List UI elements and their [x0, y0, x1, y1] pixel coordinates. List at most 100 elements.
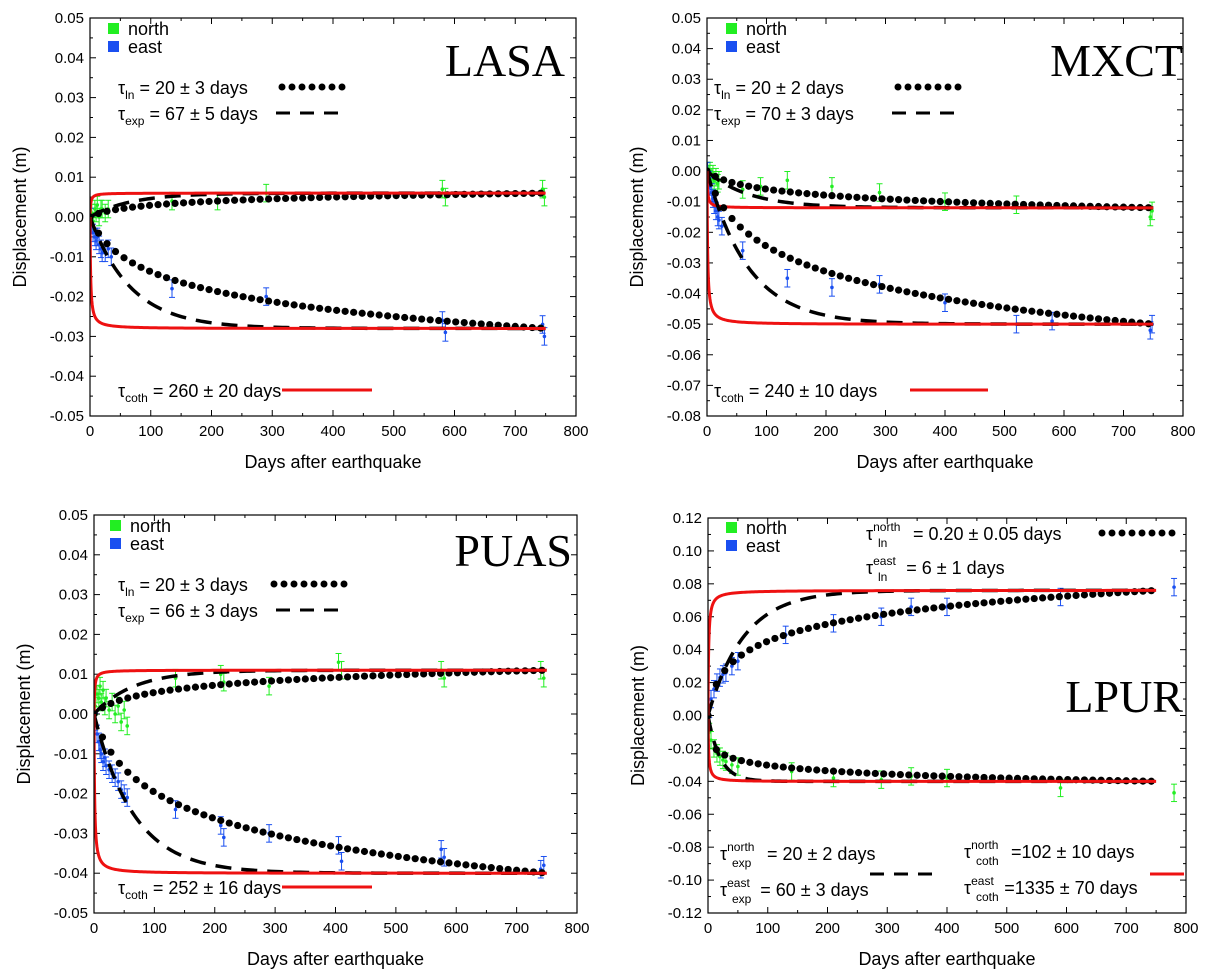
- ln-dot: [342, 308, 349, 315]
- ln-dot: [721, 751, 728, 758]
- ln-dot: [1103, 316, 1110, 323]
- north-legend-label: north: [130, 516, 171, 536]
- ln-dot: [325, 194, 332, 201]
- ln-dot: [299, 194, 306, 201]
- ln-dot: [103, 240, 110, 247]
- panel-mxct: 0 100 200 300 400 500 600 700 800-0.08-0.07-0.06…: [627, 10, 1196, 472]
- ln-dot: [962, 199, 969, 206]
- ln-dot: [248, 196, 255, 203]
- annotation-ln_east-value: = 6 ± 1 days: [906, 558, 1004, 578]
- y-tick-label: 0.03: [672, 71, 701, 88]
- data-point: [104, 764, 108, 768]
- station-label: LPUR: [1065, 671, 1183, 722]
- data-point: [1172, 791, 1176, 795]
- y-tick-label: -0.08: [668, 839, 702, 856]
- data-point: [340, 859, 344, 863]
- ln-legend-dot: [321, 581, 328, 588]
- annotation-coth: τcoth = 240 ± 10 days: [714, 381, 877, 405]
- data-point: [95, 203, 99, 207]
- data-point: [1148, 215, 1152, 219]
- ln-dot: [837, 272, 844, 279]
- annotation-coth-value: = 252 ± 16 days: [148, 878, 281, 898]
- north-legend-label: north: [746, 518, 787, 538]
- ln-dot: [429, 857, 436, 864]
- annotation-ln_north-symbol: τ: [866, 524, 873, 544]
- ln-dot: [920, 291, 927, 298]
- ln-dot: [778, 251, 785, 258]
- legend: northeast: [726, 518, 787, 556]
- north-observation: [112, 705, 118, 723]
- ln-dot: [1070, 313, 1077, 320]
- ln-dot: [120, 205, 127, 212]
- ln-dot: [788, 764, 795, 771]
- ln-dot: [897, 608, 904, 615]
- ln-dot: [112, 206, 119, 213]
- ln-dot: [930, 772, 937, 779]
- ln-dot: [1056, 593, 1063, 600]
- y-tick-label: -0.04: [54, 865, 88, 882]
- ln-dot: [420, 856, 427, 863]
- y-tick-label: 0.02: [673, 675, 702, 692]
- annotation-exp-symbol: τ: [118, 104, 125, 124]
- ln-dot: [452, 318, 459, 325]
- x-tick-label: 200: [815, 920, 840, 937]
- data-point: [542, 863, 546, 867]
- x-tick-label: 300: [875, 920, 900, 937]
- annotation-coth_north-value: =102 ± 10 days: [1011, 842, 1134, 862]
- ln-dot: [1022, 596, 1029, 603]
- ln-dot: [293, 676, 300, 683]
- x-tick-label: 600: [1054, 920, 1079, 937]
- north-observation: [173, 669, 179, 687]
- annotation-ln_east: τeast ln = 6 ± 1 days: [866, 554, 1005, 584]
- x-tick-label: 600: [442, 423, 467, 440]
- annotation-coth-symbol: τ: [118, 878, 125, 898]
- y-axis-label: Displacement (m): [14, 643, 34, 784]
- north-observation: [336, 654, 342, 672]
- ln-dot: [822, 767, 829, 774]
- ln-legend-dot: [331, 581, 338, 588]
- ln-legend-dot: [1119, 530, 1126, 537]
- north-ln-fit: [703, 167, 1152, 211]
- ln-dot: [183, 805, 190, 812]
- ln-legend-dot: [905, 84, 912, 91]
- ln-dot: [762, 242, 769, 249]
- legend: northeast: [110, 516, 171, 554]
- ln-dot: [243, 679, 250, 686]
- ln-legend-dot: [271, 581, 278, 588]
- x-tick-label: 100: [754, 423, 779, 440]
- ln-dot: [803, 261, 810, 268]
- annotation-coth_east-value: =1335 ± 70 days: [1004, 878, 1137, 898]
- ln-dot: [763, 638, 770, 645]
- ln-dot: [192, 684, 199, 691]
- ln-dot: [771, 763, 778, 770]
- ln-dot: [163, 200, 170, 207]
- ln-legend-dot: [289, 84, 296, 91]
- ln-dot: [737, 223, 744, 230]
- x-tick-label: 100: [755, 920, 780, 937]
- ln-dot: [845, 193, 852, 200]
- annotation-exp_north-superscript: north: [727, 840, 754, 854]
- x-tick-label: 700: [1114, 920, 1139, 937]
- ln-dot: [712, 190, 719, 197]
- x-tick-label: 400: [932, 423, 957, 440]
- ln-dot: [788, 629, 795, 636]
- ln-dot: [214, 197, 221, 204]
- annotation-ln_north-subscript: ln: [878, 536, 887, 550]
- ln-dot: [964, 773, 971, 780]
- x-tick-label: 800: [1170, 423, 1195, 440]
- annotation-exp-value: = 70 ± 3 days: [740, 104, 853, 124]
- ln-dot: [978, 200, 985, 207]
- ln-dot: [146, 202, 153, 209]
- x-tick-label: 0: [90, 920, 98, 937]
- ln-legend-dot: [1099, 530, 1106, 537]
- y-tick-label: 0.00: [672, 163, 701, 180]
- east-observation: [829, 279, 835, 297]
- ln-dot: [395, 671, 402, 678]
- ln-dot: [970, 300, 977, 307]
- ln-dot: [721, 667, 728, 674]
- east-observation: [442, 324, 448, 342]
- ln-dot: [953, 199, 960, 206]
- north-coth-fit: [708, 716, 1156, 782]
- data-point: [830, 185, 834, 189]
- y-tick-label: 0.03: [59, 587, 88, 604]
